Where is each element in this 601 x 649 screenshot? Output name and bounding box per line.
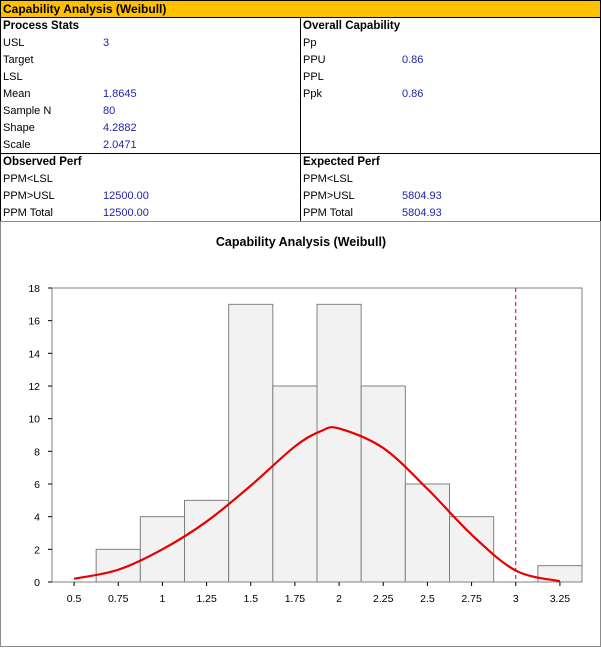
x-tick-label: 1.25 [196, 593, 217, 605]
histogram-bar [184, 499, 230, 583]
observed-stat-row: PPM Total 12500.00 [1, 205, 300, 222]
histogram-svg: Capability Analysis (Weibull) 0246810121… [28, 235, 583, 605]
process-stat-label: LSL [3, 71, 23, 83]
expected-stat-label: PPM>USL [303, 190, 355, 202]
x-tick-label: 2.25 [373, 593, 394, 605]
expected-stat-value: 5804.93 [402, 190, 442, 202]
weibull-fit-curve [73, 426, 561, 583]
histogram-bar [272, 385, 318, 583]
process-stat-label: Shape [3, 122, 35, 134]
y-tick-label: 18 [28, 283, 40, 295]
report-title: Capability Analysis (Weibull) [0, 0, 601, 18]
x-tick-label: 0.75 [108, 593, 129, 605]
observed-stat-label: PPM Total [3, 207, 53, 219]
y-tick-label: 2 [34, 544, 40, 556]
process-stat-row: Mean 1.8645 [1, 86, 300, 103]
x-tick-label: 1 [159, 593, 165, 605]
histogram-bar [316, 303, 362, 583]
x-tick-label: 2 [336, 593, 342, 605]
overall-capability-heading: Overall Capability [303, 20, 401, 32]
x-tick-label: 3.25 [550, 593, 571, 605]
process-stats-panel: Process Stats USL 3 Target LSL Mean 1.8645 Sam… [0, 18, 301, 154]
y-tick-label: 0 [34, 577, 40, 589]
process-stat-row: Shape 4.2882 [1, 120, 300, 137]
capability-stat-row: Pp [301, 35, 600, 52]
overall-capability-panel: Overall Capability Pp PPU 0.86 PPL Ppk 0.86 [300, 18, 601, 154]
expected-perf-panel: Expected Perf PPM<LSL PPM>USL 5804.93 PPM T… [300, 153, 601, 222]
expected-stat-row: PPM<LSL [301, 171, 600, 188]
expected-stat-row: PPM>USL 5804.93 [301, 188, 600, 205]
histogram-bar [228, 303, 274, 583]
process-stat-value: 4.2882 [103, 122, 137, 134]
observed-stat-row: PPM<LSL [1, 171, 300, 188]
process-stat-label: Sample N [3, 105, 52, 117]
chart-title: Capability Analysis (Weibull) [216, 235, 386, 249]
observed-stat-value: 12500.00 [103, 190, 149, 202]
capability-stat-value: 0.86 [402, 88, 424, 100]
process-stat-label: USL [3, 37, 25, 49]
capability-stat-row: PPL [301, 69, 600, 86]
observed-perf-heading: Observed Perf [3, 156, 82, 168]
process-stats-heading: Process Stats [3, 20, 80, 32]
process-stat-label: Mean [3, 88, 31, 100]
histogram-bar [95, 548, 141, 583]
expected-stat-row: PPM Total 5804.93 [301, 205, 600, 222]
capability-chart: Capability Analysis (Weibull) 0 2 4 6 8 10 12 1… [0, 221, 601, 647]
observed-stat-label: PPM>USL [3, 190, 55, 202]
expected-stat-value: 5804.93 [402, 207, 442, 219]
x-tick-label: 1.75 [285, 593, 306, 605]
expected-perf-heading: Expected Perf [303, 156, 380, 168]
x-tick-label: 1.5 [243, 593, 258, 605]
process-stat-label: Scale [3, 139, 31, 151]
expected-stat-label: PPM<LSL [303, 173, 353, 185]
capability-stat-row: Ppk 0.86 [301, 86, 600, 103]
y-tick-label: 8 [34, 446, 40, 458]
process-stat-row: LSL [1, 69, 300, 86]
observed-stat-label: PPM<LSL [3, 173, 53, 185]
capability-stat-label: PPU [303, 54, 326, 66]
capability-stat-label: Ppk [303, 88, 322, 100]
x-tick-label: 0.5 [67, 593, 82, 605]
histogram-bar [360, 385, 406, 583]
x-tick-label: 2.75 [461, 593, 482, 605]
process-stat-value: 2.0471 [103, 139, 137, 151]
capability-stat-label: PPL [303, 71, 324, 83]
process-stat-label: Target [3, 54, 34, 66]
plot-area: 0 2 4 6 8 10 12 14 16 18 0.5 0.75 1 1.25 1.5 1.75 2 2.25 2… [28, 283, 583, 605]
y-tick-label: 16 [28, 316, 40, 328]
process-stat-value: 3 [103, 37, 110, 49]
x-tick-label: 2.5 [420, 593, 435, 605]
observed-perf-panel: Observed Perf PPM<LSL PPM>USL 12500.00 PPM … [0, 153, 301, 222]
process-stat-row: Scale 2.0471 [1, 137, 300, 154]
process-stat-value: 80 [103, 105, 116, 117]
capability-stat-row: PPU 0.86 [301, 52, 600, 69]
y-tick-label: 6 [34, 479, 40, 491]
capability-stat-value: 0.86 [402, 54, 424, 66]
observed-stat-value: 12500.00 [103, 207, 149, 219]
expected-stat-label: PPM Total [303, 207, 353, 219]
process-stat-value: 1.8645 [103, 88, 137, 100]
y-tick-label: 14 [28, 348, 40, 360]
y-tick-label: 12 [28, 381, 40, 393]
y-tick-label: 10 [28, 414, 40, 426]
process-stat-row: Sample N 80 [1, 103, 300, 120]
x-tick-label: 3 [513, 593, 519, 605]
process-stat-row: Target [1, 52, 300, 69]
y-tick-label: 4 [34, 512, 40, 524]
capability-stat-label: Pp [303, 37, 317, 49]
observed-stat-row: PPM>USL 12500.00 [1, 188, 300, 205]
histogram-bar [404, 483, 451, 583]
process-stat-row: USL 3 [1, 35, 300, 52]
